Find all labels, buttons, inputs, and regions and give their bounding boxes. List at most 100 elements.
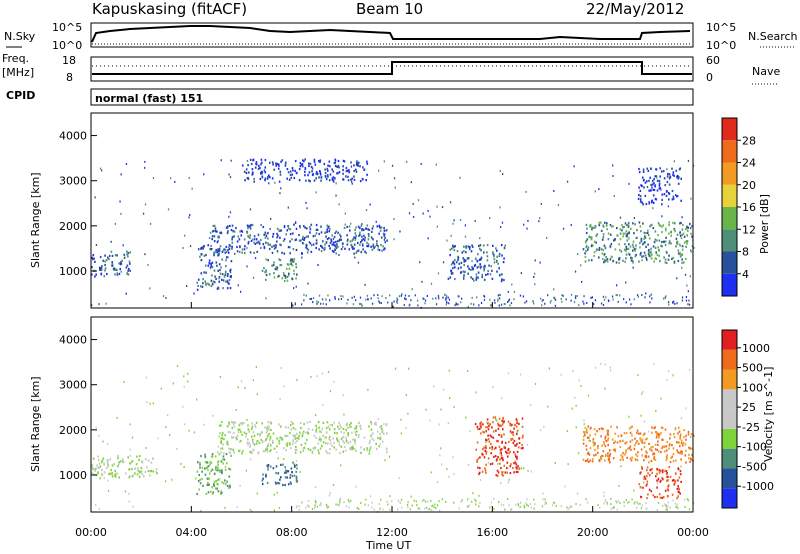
radar-cell	[264, 426, 266, 429]
radar-cell	[231, 426, 234, 430]
radar-cell	[339, 238, 341, 241]
radar-cell	[604, 259, 607, 262]
radar-cell	[318, 452, 320, 455]
radar-cell	[204, 473, 207, 476]
radar-cell	[502, 261, 505, 264]
radar-cell	[607, 444, 609, 447]
radar-cell	[586, 431, 588, 434]
radar-cell	[244, 245, 246, 248]
radar-cell	[483, 456, 486, 459]
radar-cell	[298, 434, 300, 437]
radar-cell	[687, 430, 690, 433]
radar-cell	[164, 480, 167, 483]
radar-cell	[128, 475, 131, 478]
radar-cell	[276, 491, 278, 494]
radar-cell	[621, 455, 624, 458]
radar-cell	[172, 382, 174, 385]
radar-cell	[650, 252, 652, 255]
radar-cell	[663, 450, 666, 453]
radar-cell	[283, 458, 285, 461]
radar-cell	[267, 232, 269, 235]
radar-cell	[98, 507, 101, 510]
radar-cell	[129, 251, 132, 254]
radar-cell	[658, 434, 660, 437]
radar-cell	[441, 498, 443, 501]
radar-cell	[605, 296, 607, 299]
radar-cell	[476, 459, 478, 462]
radar-cell	[612, 457, 615, 460]
radar-cell	[487, 273, 489, 276]
radar-cell	[534, 283, 536, 286]
radar-cell	[97, 466, 100, 469]
radar-cell	[479, 244, 482, 247]
radar-cell	[452, 267, 454, 270]
radar-cell	[101, 268, 103, 271]
radar-cell	[590, 259, 593, 262]
radar-cell	[662, 478, 664, 481]
radar-cell	[592, 226, 594, 229]
radar-cell	[326, 238, 329, 241]
radar-cell	[221, 471, 223, 474]
radar-cell	[303, 422, 305, 426]
radar-cell	[279, 478, 281, 481]
radar-cell	[128, 500, 130, 503]
radar-cell	[653, 362, 655, 365]
radar-cell	[273, 509, 275, 512]
radar-cell	[491, 462, 494, 465]
radar-cell	[366, 162, 369, 165]
radar-cell	[632, 240, 635, 243]
radar-cell	[670, 242, 672, 245]
radar-cell	[123, 253, 125, 256]
radar-cell	[639, 242, 641, 245]
radar-cell	[138, 458, 140, 462]
radar-cell	[354, 442, 356, 445]
radar-cell	[674, 222, 676, 225]
radar-cell	[96, 464, 98, 467]
radar-cell	[648, 430, 650, 433]
radar-cell	[230, 159, 232, 162]
radar-cell	[453, 472, 455, 475]
radar-cell	[290, 258, 292, 261]
radar-cell	[601, 444, 603, 447]
radar-cell	[417, 507, 420, 510]
radar-cell	[317, 264, 319, 266]
radar-cell	[279, 236, 281, 239]
radar-cell	[219, 478, 221, 481]
radar-cell	[664, 227, 667, 230]
radar-cell	[483, 295, 486, 298]
radar-cell	[307, 162, 310, 165]
radar-cell	[663, 193, 666, 196]
radar-cell	[673, 160, 675, 163]
colorbar-segment	[722, 389, 737, 410]
radar-cell	[681, 261, 683, 264]
radar-cell	[602, 428, 604, 431]
radar-cell	[604, 260, 606, 263]
radar-cell	[257, 452, 260, 455]
radar-cell	[118, 463, 120, 466]
radar-cell	[283, 224, 286, 227]
radar-cell	[633, 502, 635, 505]
radar-cell	[233, 425, 236, 428]
radar-cell	[305, 246, 307, 249]
radar-cell	[92, 468, 94, 471]
radar-cell	[265, 273, 268, 277]
radar-cell	[574, 270, 577, 273]
radar-cell	[561, 300, 563, 303]
radar-cell	[683, 436, 685, 439]
radar-cell	[440, 408, 442, 411]
radar-cell	[229, 452, 232, 455]
radar-cell	[236, 434, 239, 437]
radar-cell	[400, 432, 402, 435]
radar-cell	[644, 194, 647, 197]
radar-cell	[359, 180, 362, 183]
radar-cell	[544, 501, 546, 503]
radar-cell	[383, 234, 385, 237]
radar-cell	[483, 266, 486, 269]
radar-cell	[617, 300, 619, 303]
radar-cell	[639, 189, 642, 192]
radar-cell	[650, 293, 652, 296]
radar-cell	[485, 273, 487, 276]
radar-cell	[352, 238, 354, 241]
radar-cell	[504, 441, 507, 444]
radar-cell	[310, 244, 313, 247]
